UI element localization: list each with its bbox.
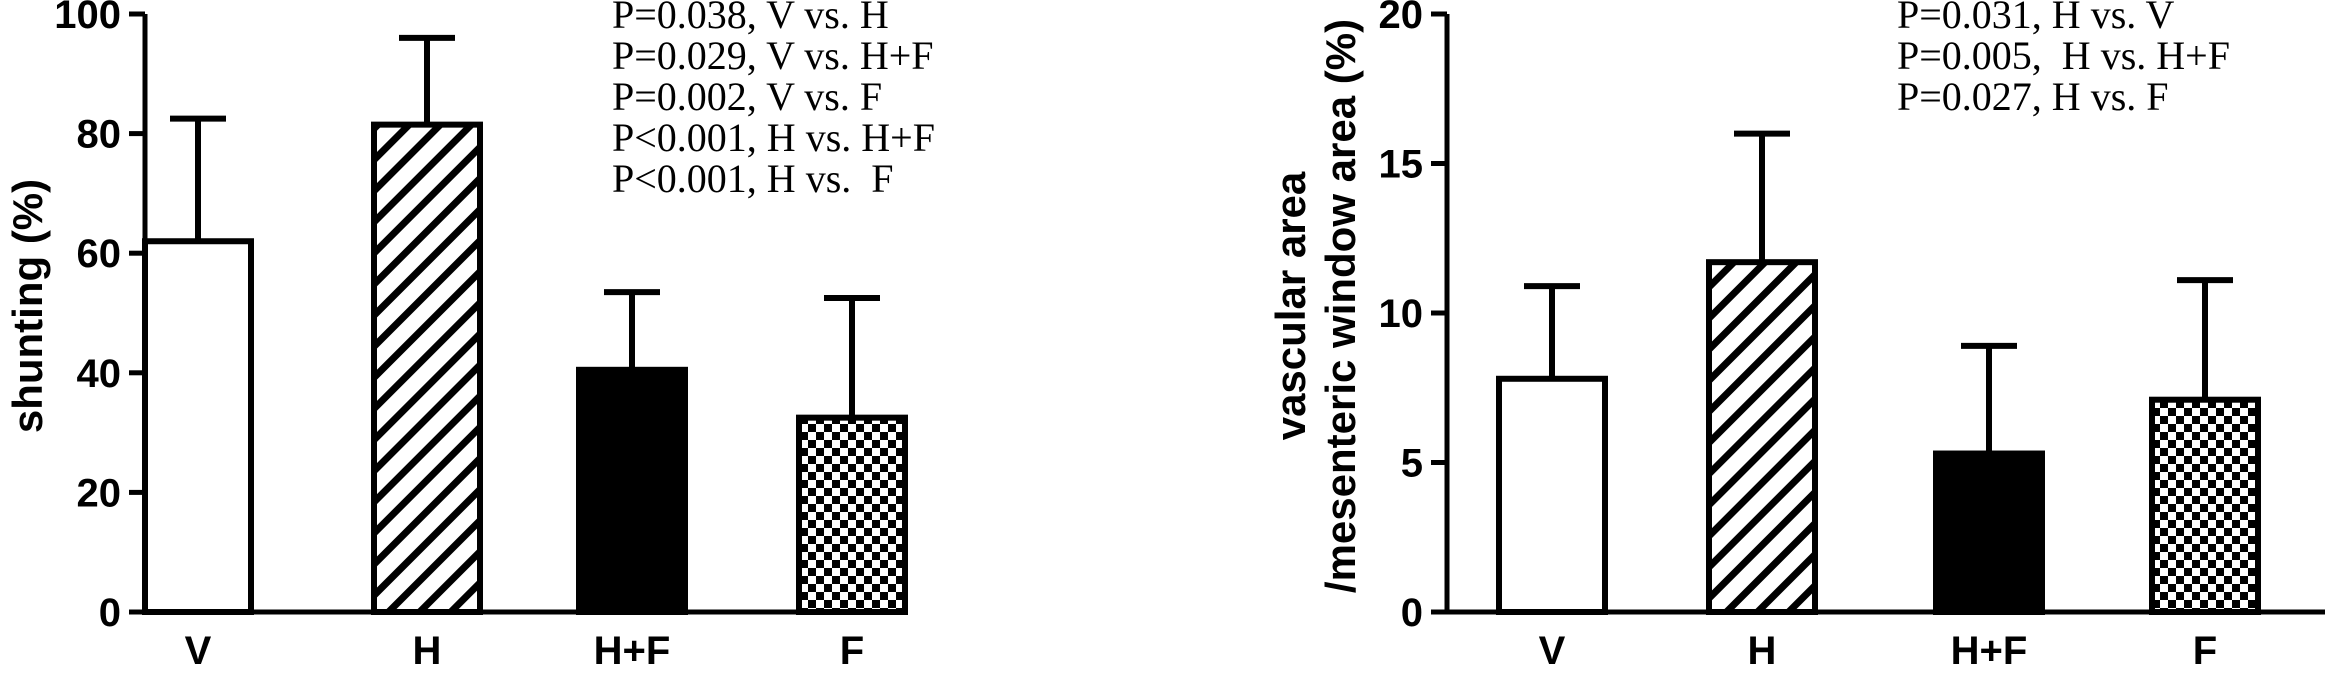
x-axis-labels-left: V H H+F F	[185, 629, 865, 673]
bar-h-plus-f	[1933, 450, 2045, 615]
x-axis-labels-right: V H H+F F	[1539, 629, 2218, 673]
y-axis-ticks-right: 0 5 10 15 20	[1379, 0, 1447, 635]
annotation-text: P=0.038, V vs. H	[612, 0, 889, 37]
y-axis-label-left: shunting (%)	[4, 179, 51, 433]
x-tick-label: H+F	[594, 629, 671, 673]
x-tick-label: H+F	[1951, 629, 2028, 673]
y-tick-label: 60	[77, 232, 122, 276]
chart-right: vascular area /mesenteric window area (%…	[1267, 0, 2325, 673]
y-axis-label-right-line2: /mesenteric window area (%)	[1317, 19, 1364, 593]
bar-h-plus-f	[576, 366, 688, 615]
y-tick-label: 5	[1401, 442, 1423, 486]
bar-v	[1496, 375, 1608, 615]
bar-f	[2149, 396, 2261, 615]
bar-h	[1706, 259, 1818, 615]
bar-f	[796, 414, 908, 615]
x-tick-label: F	[2193, 629, 2217, 673]
x-tick-label: V	[1539, 629, 1566, 673]
x-tick-label: H	[1748, 629, 1777, 673]
bar-v	[142, 238, 254, 616]
annotation-text: P=0.031, H vs. V	[1897, 0, 2175, 37]
annotation-text: P<0.001, H vs. F	[612, 156, 894, 201]
annotation-text: P=0.027, H vs. F	[1897, 74, 2169, 119]
annotation-text: P=0.005, H vs. H+F	[1897, 33, 2230, 78]
y-axis-ticks-left: 0 20 40 60 80 100	[54, 0, 145, 635]
bar-h	[371, 121, 483, 615]
y-axis-label-right-line1: vascular area	[1267, 171, 1314, 440]
annotation-text: P=0.002, V vs. F	[612, 74, 882, 119]
y-tick-label: 15	[1379, 143, 1424, 187]
x-tick-label: F	[840, 629, 864, 673]
y-tick-label: 0	[99, 591, 121, 635]
chart-left: shunting (%) 0 20 40 60 80 100 V H H+F F P=0.038…	[4, 0, 935, 673]
y-tick-label: 100	[54, 0, 121, 37]
x-tick-label: V	[185, 629, 212, 673]
annotation-text: P<0.001, H vs. H+F	[612, 115, 935, 160]
annotation-text: P=0.029, V vs. H+F	[612, 33, 934, 78]
y-tick-label: 0	[1401, 591, 1423, 635]
y-tick-label: 80	[77, 113, 122, 157]
annotations-left: P=0.038, V vs. HP=0.029, V vs. H+FP=0.00…	[612, 0, 935, 201]
y-tick-label: 10	[1379, 292, 1424, 336]
y-tick-label: 40	[77, 352, 122, 396]
y-tick-label: 20	[77, 471, 122, 515]
bars-right	[1496, 130, 2261, 615]
x-tick-label: H	[413, 629, 442, 673]
annotations-right: P=0.031, H vs. VP=0.005, H vs. H+FP=0.02…	[1897, 0, 2230, 119]
y-tick-label: 20	[1379, 0, 1424, 37]
